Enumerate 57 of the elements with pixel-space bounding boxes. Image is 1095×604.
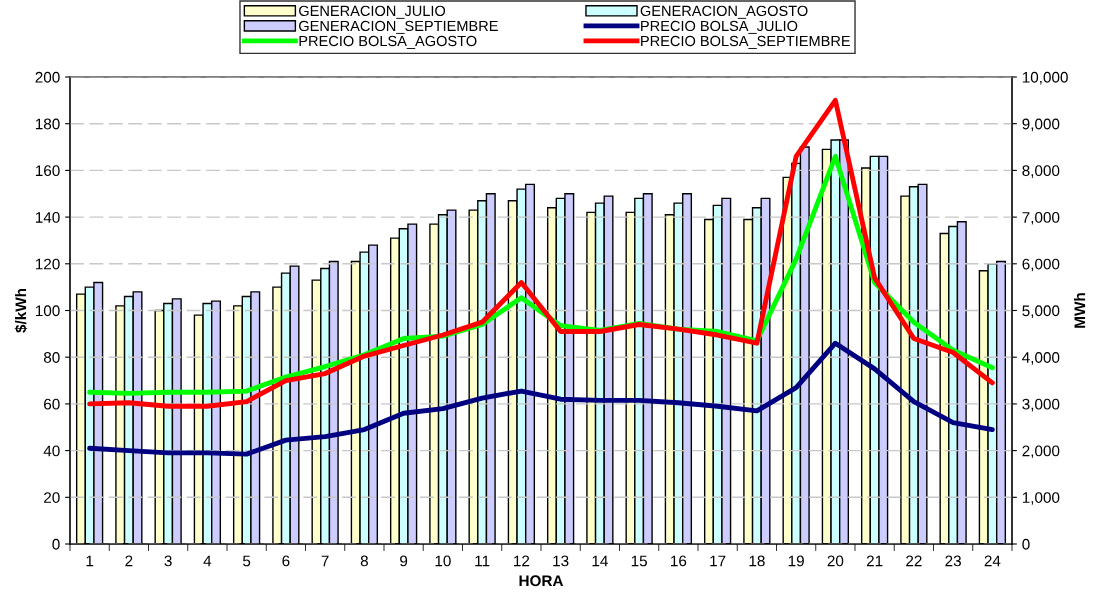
y-tick-label: 120 (35, 258, 60, 270)
x-tick-label: 14 (592, 555, 608, 567)
legend-label: GENERACION_AGOSTO (640, 5, 808, 19)
x-tick-label: 23 (945, 555, 961, 567)
y-tick-label: 40 (43, 445, 60, 457)
y-tick-label: 20 (44, 492, 60, 503)
x-tick-label: 19 (788, 555, 804, 567)
x-tick-label: 20 (827, 555, 844, 567)
line-series (87, 97, 995, 409)
x-tick-label: 9 (400, 555, 408, 567)
x-tick-label: 8 (360, 555, 368, 567)
x-tick-label: 17 (710, 555, 726, 567)
x-tick-label: 4 (203, 555, 212, 567)
x-tick-label: 21 (866, 555, 883, 567)
y2-tick-label: 0 (1022, 538, 1030, 550)
y2-tick-label: 8,000 (1022, 165, 1060, 178)
y-tick-label: 0 (52, 538, 60, 550)
x-tick-label: 18 (749, 555, 765, 567)
legend-label: PRECIO BOLSA_AGOSTO (299, 35, 477, 49)
x-tick-label: 5 (242, 555, 251, 567)
y2-tick-label: 7,000 (1022, 211, 1060, 225)
x-tick-label: 6 (282, 555, 290, 567)
x-tick-label: 12 (514, 555, 530, 567)
x-tick-label: 22 (906, 555, 922, 567)
legend-label: GENERACION_SEPTIEMBRE (299, 20, 498, 34)
x-tick-label: 2 (125, 555, 133, 567)
x-tick-label: 1 (86, 555, 94, 567)
y2-tick-label: 4,000 (1022, 352, 1060, 365)
y2-tick-label: 9,000 (1022, 118, 1060, 132)
legend-label: GENERACION_JULIO (299, 5, 446, 19)
x-tick-label: 3 (164, 555, 172, 567)
x-tick-label: 11 (475, 555, 490, 567)
y-tick-label: 140 (35, 211, 60, 223)
x-axis-title: HORA (519, 575, 564, 587)
y2-tick-label: 1,000 (1022, 492, 1060, 505)
y2-tick-label: 2,000 (1022, 445, 1060, 459)
y2-tick-label: 10,000 (1022, 71, 1068, 85)
line-series (87, 340, 995, 457)
y-axis-title: $/kWh (14, 288, 28, 333)
x-tick-label: 10 (435, 555, 451, 567)
y-tick-label: 160 (35, 165, 60, 177)
x-tick-label: 24 (984, 555, 1001, 567)
y2-tick-label: 3,000 (1022, 398, 1060, 412)
y2-tick-label: 6,000 (1022, 258, 1060, 272)
legend-label: PRECIO BOLSA_SEPTIEMBRE (641, 35, 851, 49)
x-tick-label: 15 (631, 555, 647, 567)
x-tick-label: 13 (553, 555, 569, 567)
y2-tick-label: 5,000 (1022, 305, 1060, 318)
y-tick-label: 180 (35, 118, 60, 130)
y-tick-label: 200 (35, 71, 60, 83)
y-tick-label: 80 (43, 352, 60, 363)
x-tick-label: 16 (671, 555, 687, 567)
y-tick-label: 100 (35, 305, 60, 317)
y-tick-label: 60 (44, 398, 60, 410)
legend-label: PRECIO BOLSA_JULIO (641, 20, 798, 34)
y2-axis-title: MWh (1074, 293, 1086, 328)
x-tick-label: 7 (321, 555, 329, 567)
